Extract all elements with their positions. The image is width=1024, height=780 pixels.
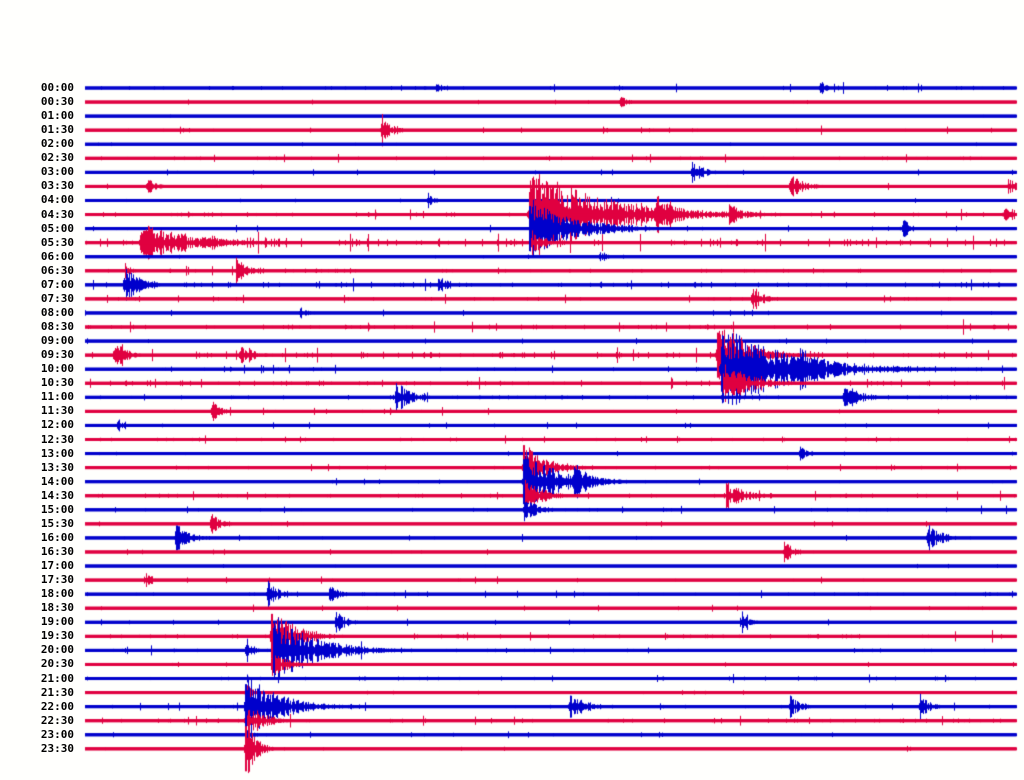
time-tick-label: 00:30: [40, 95, 74, 109]
time-tick-label: 06:00: [40, 249, 74, 263]
time-tick-label: 22:00: [40, 699, 74, 713]
time-tick-label: 02:00: [40, 137, 74, 151]
time-tick-label: 23:30: [40, 741, 74, 755]
time-tick-label: 13:00: [40, 446, 74, 460]
time-tick-label: 08:00: [40, 305, 74, 319]
time-tick-label: 14:30: [40, 488, 74, 502]
time-tick-label: 07:30: [40, 291, 74, 305]
time-tick-label: 13:30: [40, 460, 74, 474]
time-tick-label: 18:30: [40, 601, 74, 615]
time-tick-label: 12:30: [40, 432, 74, 446]
time-tick-label: 17:30: [40, 573, 74, 587]
time-tick-label: 19:00: [40, 615, 74, 629]
time-tick-label: 12:00: [40, 418, 74, 432]
time-tick-label: 01:30: [40, 123, 74, 137]
time-tick-label: 03:30: [40, 179, 74, 193]
time-tick-label: 16:00: [40, 530, 74, 544]
time-tick-label: 21:30: [40, 685, 74, 699]
time-tick-label: 18:00: [40, 587, 74, 601]
time-tick-label: 19:30: [40, 629, 74, 643]
time-tick-label: 01:00: [40, 109, 74, 123]
time-tick-label: 11:00: [40, 390, 74, 404]
time-tick-label: 08:30: [40, 320, 74, 334]
time-tick-label: 10:30: [40, 376, 74, 390]
time-tick-label: 20:30: [40, 657, 74, 671]
time-tick-label: 21:00: [40, 671, 74, 685]
time-tick-label: 14:00: [40, 474, 74, 488]
time-tick-label: 17:00: [40, 559, 74, 573]
time-tick-label: 06:30: [40, 263, 74, 277]
time-tick-label: 20:00: [40, 643, 74, 657]
time-tick-label: 07:00: [40, 277, 74, 291]
time-tick-label: 16:30: [40, 544, 74, 558]
time-tick-label: 04:30: [40, 207, 74, 221]
time-tick-label: 11:30: [40, 404, 74, 418]
time-tick-label: 15:00: [40, 502, 74, 516]
time-tick-label: 09:30: [40, 348, 74, 362]
time-tick-label: 22:30: [40, 713, 74, 727]
time-tick-label: 05:30: [40, 235, 74, 249]
time-tick-label: 09:00: [40, 334, 74, 348]
time-tick-label: 15:30: [40, 516, 74, 530]
time-tick-label: 04:00: [40, 193, 74, 207]
time-tick-label: 03:00: [40, 165, 74, 179]
time-tick-label: 05:00: [40, 221, 74, 235]
time-tick-label: 00:00: [40, 81, 74, 94]
time-axis: 00:00 00:30 01:00 01:30 02:00 02:30 03:00 03:30…: [0, 0, 84, 780]
time-tick-label: 23:00: [40, 727, 74, 741]
time-tick-label: 10:00: [40, 362, 74, 376]
time-tick-label: 02:30: [40, 151, 74, 165]
